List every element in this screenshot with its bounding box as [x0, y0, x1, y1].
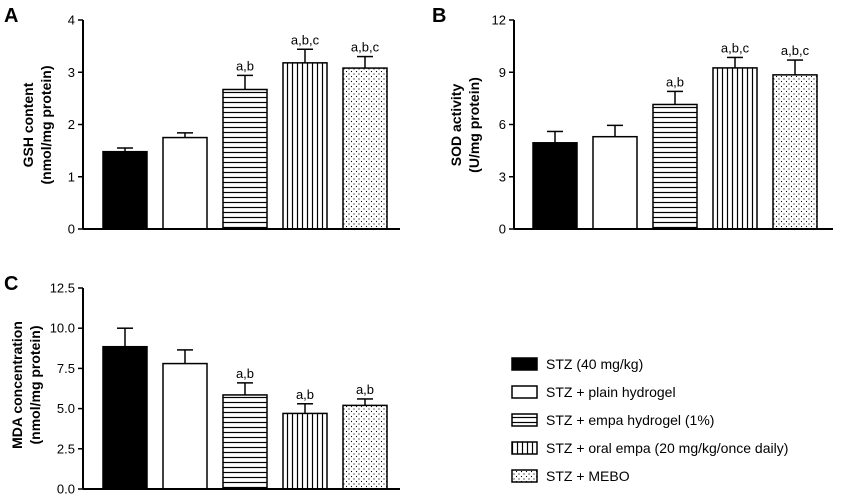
bar-b-2	[592, 135, 638, 230]
y-tick-label-a-2: 2	[68, 117, 75, 132]
bar-a-4	[282, 62, 328, 230]
bar-a-5	[342, 67, 388, 230]
legend-label-empa-hydrogel: STZ + empa hydrogel (1%)	[546, 412, 714, 428]
significance-label-a-3: a,b	[236, 58, 254, 73]
significance-label-b-3: a,b	[666, 74, 684, 89]
significance-label-a-5: a,b,c	[351, 40, 380, 55]
legend-swatch-empa-hydrogel	[511, 413, 538, 427]
y-tick-label-c-3: 7.5	[57, 361, 75, 376]
y-tick-label-a-1: 1	[68, 169, 75, 184]
bar-a-1	[102, 150, 148, 230]
bar-c-4	[282, 412, 328, 490]
y-axis-label-b: SOD activity	[448, 84, 464, 167]
y-tick-label-c-1: 2.5	[57, 441, 75, 456]
y-tick-label-c-0: 0.0	[57, 482, 75, 497]
legend-label-oral-empa: STZ + oral empa (20 mg/kg/once daily)	[546, 440, 788, 456]
panel-letter-b: B	[432, 5, 446, 27]
panel-letter-c: C	[4, 273, 18, 295]
y-tick-label-b-1: 3	[499, 169, 506, 184]
panel-c: C MDA concentration (nmol/mg protein) a,…	[4, 273, 400, 497]
bar-a-2	[162, 136, 208, 230]
bar-c-5	[342, 404, 388, 490]
y-tick-label-b-4: 12	[492, 13, 506, 28]
y-tick-label-a-3: 3	[68, 65, 75, 80]
y-tick-label-a-0: 0	[68, 222, 75, 237]
y-tick-label-c-4: 10.0	[50, 321, 75, 336]
y-tick-label-b-3: 9	[499, 65, 506, 80]
significance-label-a-4: a,b,c	[291, 32, 320, 47]
y-tick-label-c-5: 12.5	[50, 281, 75, 296]
y-axis-label-unit-b: (U/mg protein)	[466, 77, 482, 173]
y-tick-label-a-4: 4	[68, 13, 75, 28]
significance-label-c-5: a,b	[356, 382, 374, 397]
significance-label-c-3: a,b	[236, 366, 254, 381]
bar-b-3	[652, 103, 698, 230]
y-tick-label-b-0: 0	[499, 222, 506, 237]
panel-letter-a: A	[4, 5, 18, 27]
significance-label-b-4: a,b,c	[721, 40, 750, 55]
legend-label-mebo: STZ + MEBO	[546, 468, 630, 484]
legend-label-stz: STZ (40 mg/kg)	[546, 356, 643, 372]
bar-a-3	[222, 88, 268, 230]
significance-label-c-4: a,b	[296, 387, 314, 402]
y-axis-label-unit-c: (nmol/mg protein)	[27, 326, 43, 445]
y-axis-label-c: MDA concentration	[9, 321, 25, 449]
y-axis-label-a: GSH content	[20, 82, 36, 167]
bar-c-1	[102, 345, 148, 490]
significance-label-b-5: a,b,c	[781, 43, 810, 58]
y-axis-label-unit-a: (nmol/mg protein)	[38, 66, 54, 185]
bar-b-5	[772, 74, 818, 230]
y-tick-label-b-2: 6	[499, 117, 506, 132]
legend: STZ (40 mg/kg) STZ + plain hydrogel STZ …	[511, 356, 788, 484]
y-tick-label-c-2: 5.0	[57, 401, 75, 416]
panel-a: A GSH content (nmol/mg protein) a,b a,b,c…	[4, 5, 400, 237]
panel-b: B SOD activity (U/mg protein) a,b a,b,c a,…	[432, 5, 833, 237]
legend-label-plain-hydrogel: STZ + plain hydrogel	[546, 384, 676, 400]
legend-swatch-mebo	[511, 469, 538, 483]
legend-swatch-stz	[511, 357, 538, 371]
legend-swatch-oral-empa	[511, 441, 538, 455]
bar-c-2	[162, 362, 208, 490]
legend-swatch-plain-hydrogel	[511, 385, 538, 399]
bar-b-4	[712, 67, 758, 230]
bar-b-1	[532, 142, 578, 230]
bar-c-3	[222, 394, 268, 490]
